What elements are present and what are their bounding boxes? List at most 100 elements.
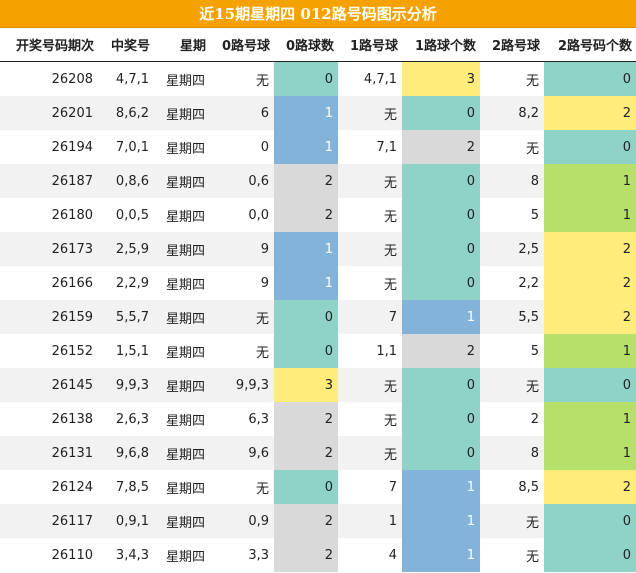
r1-count-cell: 3 bbox=[402, 61, 480, 96]
weekday-cell: 星期四 bbox=[154, 504, 210, 538]
r0-count-cell: 2 bbox=[274, 436, 338, 470]
number-cell: 8,6,2 bbox=[98, 96, 154, 130]
r2-balls-cell: 5,5 bbox=[480, 300, 544, 334]
r2-balls-cell: 无 bbox=[480, 130, 544, 164]
weekday-cell: 星期四 bbox=[154, 300, 210, 334]
r2-count-cell: 2 bbox=[544, 470, 636, 504]
r0-balls-cell: 6 bbox=[210, 96, 274, 130]
header-weekday: 星期 bbox=[154, 28, 210, 62]
number-cell: 3,4,3 bbox=[98, 538, 154, 572]
number-cell: 0,9,1 bbox=[98, 504, 154, 538]
r0-balls-cell: 无 bbox=[210, 300, 274, 334]
period-cell: 26201 bbox=[0, 96, 98, 130]
r2-balls-cell: 5 bbox=[480, 334, 544, 368]
r0-balls-cell: 无 bbox=[210, 470, 274, 504]
r0-count-cell: 0 bbox=[274, 334, 338, 368]
r0-balls-cell: 无 bbox=[210, 61, 274, 96]
r2-balls-cell: 无 bbox=[480, 504, 544, 538]
r0-count-cell: 0 bbox=[274, 470, 338, 504]
number-cell: 5,5,7 bbox=[98, 300, 154, 334]
header-r1-count: 1路球个数 bbox=[402, 28, 480, 62]
r2-count-cell: 1 bbox=[544, 436, 636, 470]
r0-balls-cell: 3,3 bbox=[210, 538, 274, 572]
weekday-cell: 星期四 bbox=[154, 164, 210, 198]
r0-balls-cell: 9 bbox=[210, 232, 274, 266]
table-row: 26124 7,8,5 星期四无 0 7 1 8,5 2 bbox=[0, 470, 636, 504]
r1-count-cell: 2 bbox=[402, 130, 480, 164]
r1-count-cell: 1 bbox=[402, 504, 480, 538]
period-cell: 26124 bbox=[0, 470, 98, 504]
r2-balls-cell: 2 bbox=[480, 402, 544, 436]
r1-count-cell: 2 bbox=[402, 334, 480, 368]
r1-balls-cell: 无 bbox=[338, 436, 402, 470]
r1-balls-cell: 无 bbox=[338, 266, 402, 300]
table-row: 26110 3,4,3 星期四 3,3 2 4 1 无 0 bbox=[0, 538, 636, 572]
r1-balls-cell: 无 bbox=[338, 368, 402, 402]
header-r0-count: 0路球数 bbox=[274, 28, 338, 62]
r2-count-cell: 0 bbox=[544, 130, 636, 164]
period-cell: 26194 bbox=[0, 130, 98, 164]
r2-count-cell: 0 bbox=[544, 538, 636, 572]
table-row: 26138 2,6,3 星期四 6,3 2 无 0 2 1 bbox=[0, 402, 636, 436]
number-cell: 4,7,1 bbox=[98, 61, 154, 96]
table-row: 26166 2,2,9 星期四 9 1 无 0 2,2 2 bbox=[0, 266, 636, 300]
number-cell: 2,6,3 bbox=[98, 402, 154, 436]
r0-balls-cell: 0,9 bbox=[210, 504, 274, 538]
r0-count-cell: 1 bbox=[274, 266, 338, 300]
r1-count-cell: 0 bbox=[402, 96, 480, 130]
r2-balls-cell: 8 bbox=[480, 164, 544, 198]
table-row: 26131 9,6,8 星期四 9,6 2 无 0 8 1 bbox=[0, 436, 636, 470]
period-cell: 26208 bbox=[0, 61, 98, 96]
number-cell: 7,8,5 bbox=[98, 470, 154, 504]
r1-count-cell: 1 bbox=[402, 470, 480, 504]
r2-count-cell: 0 bbox=[544, 504, 636, 538]
weekday-cell: 星期四 bbox=[154, 198, 210, 232]
r0-count-cell: 2 bbox=[274, 198, 338, 232]
table-row: 26180 0,0,5 星期四 0,0 2 无 0 5 1 bbox=[0, 198, 636, 232]
period-cell: 26180 bbox=[0, 198, 98, 232]
weekday-cell: 星期四 bbox=[154, 130, 210, 164]
r2-count-cell: 1 bbox=[544, 402, 636, 436]
r0-balls-cell: 9 bbox=[210, 266, 274, 300]
header-period: 开奖号码期次 bbox=[0, 28, 98, 62]
table-row: 26152 1,5,1 星期四无 0 1,1 2 5 1 bbox=[0, 334, 636, 368]
header-r2-balls: 2路号球 bbox=[480, 28, 544, 62]
period-cell: 26131 bbox=[0, 436, 98, 470]
r1-balls-cell: 4 bbox=[338, 538, 402, 572]
r2-count-cell: 2 bbox=[544, 266, 636, 300]
r0-balls-cell: 0,6 bbox=[210, 164, 274, 198]
weekday-cell: 星期四 bbox=[154, 334, 210, 368]
analysis-table: 开奖号码期次 中奖号 星期 0路号球 0路球数 1路号球 1路球个数 2路号球 … bbox=[0, 28, 636, 572]
table-row: 26117 0,9,1 星期四 0,9 2 1 1 无 0 bbox=[0, 504, 636, 538]
table-row: 26201 8,6,2 星期四 6 1 无 0 8,2 2 bbox=[0, 96, 636, 130]
r1-count-cell: 1 bbox=[402, 300, 480, 334]
r2-count-cell: 0 bbox=[544, 368, 636, 402]
r2-balls-cell: 无 bbox=[480, 368, 544, 402]
r2-balls-cell: 无 bbox=[480, 61, 544, 96]
r1-count-cell: 0 bbox=[402, 266, 480, 300]
r0-balls-cell: 6,3 bbox=[210, 402, 274, 436]
table-row: 26173 2,5,9 星期四 9 1 无 0 2,5 2 bbox=[0, 232, 636, 266]
r0-balls-cell: 0 bbox=[210, 130, 274, 164]
header-r0-balls: 0路号球 bbox=[210, 28, 274, 62]
r2-count-cell: 1 bbox=[544, 334, 636, 368]
number-cell: 7,0,1 bbox=[98, 130, 154, 164]
r0-count-cell: 0 bbox=[274, 61, 338, 96]
table-row: 26194 7,0,1 星期四 0 1 7,1 2 无 0 bbox=[0, 130, 636, 164]
number-cell: 2,2,9 bbox=[98, 266, 154, 300]
period-cell: 26159 bbox=[0, 300, 98, 334]
r0-count-cell: 2 bbox=[274, 504, 338, 538]
r2-count-cell: 1 bbox=[544, 198, 636, 232]
r0-balls-cell: 0,0 bbox=[210, 198, 274, 232]
r0-count-cell: 1 bbox=[274, 96, 338, 130]
r2-count-cell: 2 bbox=[544, 96, 636, 130]
table-row: 26208 4,7,1 星期四无 0 4,7,1 3 无 0 bbox=[0, 61, 636, 96]
header-r1-balls: 1路号球 bbox=[338, 28, 402, 62]
r2-balls-cell: 8,2 bbox=[480, 96, 544, 130]
r1-balls-cell: 4,7,1 bbox=[338, 61, 402, 96]
r1-count-cell: 1 bbox=[402, 538, 480, 572]
table-row: 26187 0,8,6 星期四 0,6 2 无 0 8 1 bbox=[0, 164, 636, 198]
r0-balls-cell: 9,9,3 bbox=[210, 368, 274, 402]
r1-balls-cell: 7 bbox=[338, 470, 402, 504]
period-cell: 26173 bbox=[0, 232, 98, 266]
